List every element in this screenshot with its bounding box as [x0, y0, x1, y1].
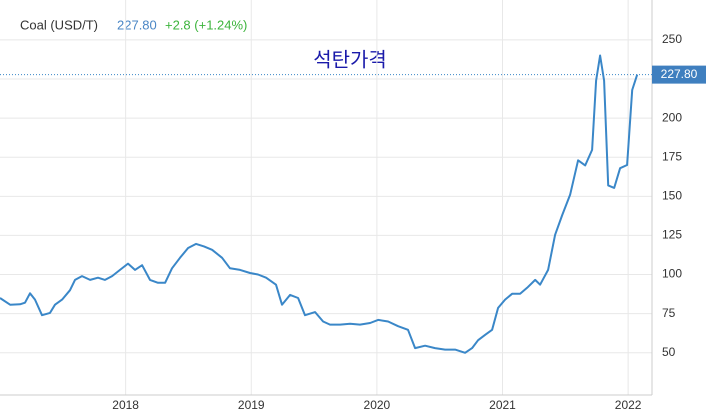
x-tick-label: 2018	[112, 398, 139, 412]
y-tick-label: 200	[662, 110, 682, 124]
x-tick-label: 2021	[489, 398, 516, 412]
price-line	[0, 54, 639, 354]
last-price-label: 227.80	[661, 67, 698, 81]
y-tick-label: 175	[662, 149, 682, 163]
price: 227.80	[117, 17, 157, 32]
y-tick-label: 75	[662, 306, 676, 320]
x-tick-label: 2020	[364, 398, 391, 412]
y-tick-label: 100	[662, 267, 682, 281]
y-tick-label: 50	[662, 345, 676, 359]
chart-title: 석탄가격	[313, 48, 387, 72]
y-tick-label: 150	[662, 188, 682, 202]
instrument-name: Coal (USD/T)	[20, 17, 98, 32]
y-tick-label: 250	[662, 32, 682, 46]
y-tick-label: 125	[662, 228, 682, 242]
x-tick-label: 2019	[238, 398, 265, 412]
price-change: +2.8 (+1.24%)	[165, 17, 247, 32]
last-price-box	[652, 65, 706, 84]
x-tick-label: 2022	[615, 398, 642, 412]
